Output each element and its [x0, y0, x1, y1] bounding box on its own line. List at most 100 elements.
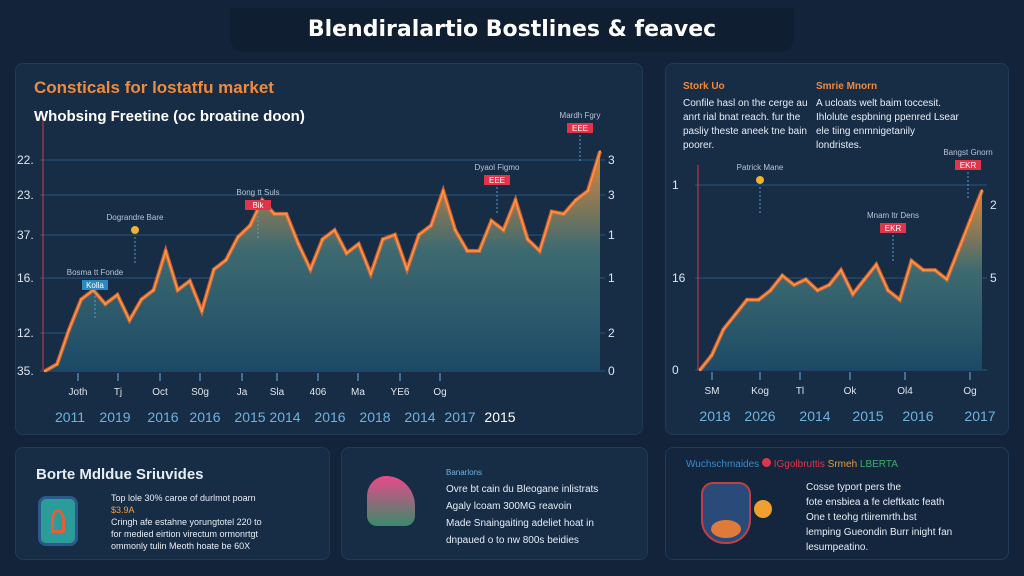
annotation-badge-text: EKR — [960, 161, 977, 170]
y-tick-label: 23. — [17, 188, 34, 202]
y-tick-label: 35. — [17, 364, 34, 378]
data-point — [722, 328, 725, 331]
y-tick-label-right: 2 — [990, 198, 997, 212]
annotation-badge — [567, 123, 593, 133]
data-point — [405, 268, 409, 271]
x-year-label: 2015 — [234, 409, 265, 425]
data-point — [79, 298, 83, 301]
y-tick-label-right: 5 — [990, 271, 997, 285]
x-year-label: 2016 — [189, 409, 220, 425]
data-point — [910, 259, 913, 263]
col2-text: A ucloats welt baim toccesit. Ihlolute e… — [816, 98, 959, 151]
data-point — [441, 189, 445, 193]
side-chart-panel: Stork Uo Confile hasl on the cerge au an… — [665, 63, 1009, 435]
card-line: $3.9A — [111, 505, 135, 515]
x-tick-label: Joth — [69, 387, 88, 398]
data-point — [429, 224, 433, 227]
x-tick-label: Tl — [796, 386, 804, 397]
panel-heading: Consticals for lostatfu market — [34, 78, 274, 97]
area-fill — [700, 190, 982, 370]
data-point — [562, 212, 566, 216]
data-point — [490, 219, 493, 223]
annotation-label: Bangst Gnorn — [943, 148, 992, 157]
annotation-label: Patrick Mane — [737, 163, 784, 172]
data-point — [502, 228, 505, 232]
annotation-marker-icon — [756, 176, 764, 184]
data-point — [188, 279, 191, 283]
data-point — [248, 224, 252, 227]
data-point — [922, 268, 925, 272]
data-point — [345, 251, 348, 255]
x-year-label: 2015 — [484, 409, 515, 425]
data-point — [454, 228, 457, 232]
x-tick-label: YE6 — [391, 387, 410, 398]
y-tick-label-right: 2 — [608, 326, 615, 340]
annotation-badge-text: EKR — [885, 224, 902, 233]
x-year-label: 2014 — [269, 409, 300, 425]
bird-illustration-icon — [367, 476, 415, 526]
x-year-label: 2018 — [699, 408, 730, 424]
data-point — [526, 238, 529, 241]
data-point — [757, 298, 760, 301]
safe-icon — [38, 496, 78, 546]
annotation-badge-text: Kolla — [86, 281, 104, 290]
card-line: lesumpeatino. — [806, 542, 869, 553]
data-point — [224, 258, 228, 262]
x-tick-label: 406 — [310, 387, 327, 398]
x-tick-label: Ma — [351, 387, 365, 398]
area-fill — [45, 151, 600, 371]
card-line: lemping Gueondin Burr inight fan — [806, 527, 953, 538]
y-tick-label: 16. — [17, 271, 34, 285]
y-tick-label-right: 3 — [608, 153, 615, 167]
x-year-label: 2016 — [902, 408, 933, 424]
annotation-badge — [955, 160, 981, 170]
data-point — [538, 249, 541, 253]
y-tick-label-right: 1 — [608, 228, 615, 242]
data-point — [980, 189, 984, 192]
data-point — [745, 298, 749, 301]
col1-text: Confile hasl on the cerge au anrt rial b… — [683, 98, 808, 151]
x-year-label: 2014 — [799, 408, 830, 424]
card-line: fote ensbiea a fe cleftkatc feath — [806, 497, 945, 508]
x-year-label: 2017 — [964, 408, 995, 424]
card-heading: Borte Mdldue Sriuvides — [36, 466, 204, 483]
x-tick-label: Kog — [751, 386, 769, 397]
annotation-label: Mardh Fgry — [560, 111, 601, 120]
data-point — [43, 369, 47, 373]
tag: IGgolbruttis — [773, 459, 825, 470]
data-point — [957, 248, 960, 251]
y-tick-label-right: 1 — [608, 271, 615, 285]
data-point — [875, 263, 878, 266]
data-point — [466, 249, 469, 253]
data-point — [478, 249, 481, 253]
data-point — [698, 368, 702, 372]
annotation-badge-text: Bik — [252, 201, 264, 210]
data-point — [285, 212, 288, 216]
y-tick-label: 22. — [17, 153, 34, 167]
annotation-label: Dograndre Bare — [107, 213, 164, 222]
data-point — [369, 272, 372, 276]
card-line: Top lole 30% caroe of durlmot poarn — [111, 493, 256, 503]
annotation-badge-text: EEE — [489, 176, 505, 185]
annotation-badge — [484, 175, 510, 185]
data-point — [863, 278, 866, 281]
card-line: Cosse typort pers the — [806, 482, 902, 493]
tag: LBERTA — [859, 459, 898, 470]
annotation-badge — [880, 223, 906, 233]
y-tick-label: 37. — [17, 228, 34, 242]
annotation-label: Dyaol Figmo — [475, 163, 520, 172]
x-year-label: 2014 — [404, 409, 435, 425]
card-label: Banarlons — [446, 468, 483, 477]
col1-heading: Stork Uo — [683, 81, 725, 92]
data-point — [550, 210, 553, 213]
data-point — [176, 288, 179, 292]
record-icon — [761, 458, 771, 467]
x-tick-label: Tj — [114, 387, 122, 398]
info-card-2: Banarlons Ovre bt cain du Bleogane inlis… — [341, 447, 648, 560]
data-point — [945, 278, 948, 281]
data-point — [514, 198, 517, 202]
tag: Wuchschmaides — [686, 459, 760, 470]
y-tick-label-right: 0 — [608, 364, 615, 378]
data-point — [393, 233, 397, 236]
x-year-label: 2026 — [744, 408, 775, 424]
